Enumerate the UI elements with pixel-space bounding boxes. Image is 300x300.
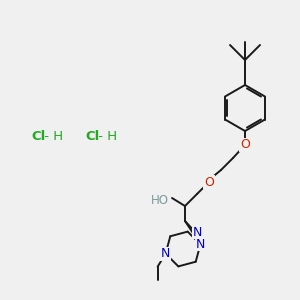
Text: Cl: Cl (85, 130, 99, 143)
Text: N: N (196, 238, 205, 251)
Text: O: O (204, 176, 214, 188)
Text: - H: - H (40, 130, 64, 143)
Text: Cl: Cl (31, 130, 45, 143)
Text: N: N (192, 226, 202, 238)
Text: O: O (240, 139, 250, 152)
Text: N: N (161, 247, 170, 260)
Text: HO: HO (151, 194, 169, 206)
Text: - H: - H (94, 130, 118, 143)
